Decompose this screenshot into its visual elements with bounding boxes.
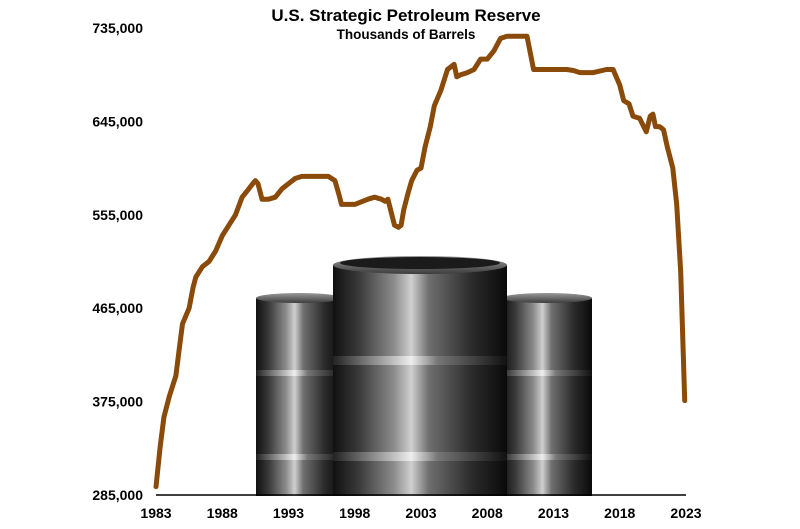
barrel-right xyxy=(502,293,592,496)
x-tick-label: 1988 xyxy=(207,505,238,521)
series-layer xyxy=(153,33,688,490)
chart-subtitle: Thousands of Barrels xyxy=(337,27,476,42)
y-tick-label: 285,000 xyxy=(92,487,143,503)
y-tick-label: 645,000 xyxy=(92,113,143,129)
y-tick-label: 735,000 xyxy=(92,20,143,36)
barrel-center xyxy=(333,256,507,496)
x-tick-labels: 1983 1988 1993 1998 2003 2008 2013 2018 2023 xyxy=(140,505,701,521)
y-tick-label: 555,000 xyxy=(92,207,143,223)
x-tick-label: 1998 xyxy=(339,505,370,521)
chart-title: U.S. Strategic Petroleum Reserve xyxy=(271,6,540,25)
x-tick-label: 1983 xyxy=(140,505,171,521)
x-tick-label: 2003 xyxy=(405,505,436,521)
series-line-0 xyxy=(153,33,688,490)
x-tick-label: 2008 xyxy=(472,505,503,521)
x-tick-label: 1993 xyxy=(273,505,304,521)
x-tick-label: 2013 xyxy=(538,505,569,521)
y-tick-labels: 285,000 375,000 465,000 555,000 645,000 735,0… xyxy=(92,20,143,503)
y-tick-label: 465,000 xyxy=(92,300,143,316)
x-tick-label: 2018 xyxy=(604,505,635,521)
y-tick-label: 375,000 xyxy=(92,394,143,410)
x-tick-label: 2023 xyxy=(670,505,701,521)
oil-barrels-illustration xyxy=(256,256,592,496)
barrel-left xyxy=(256,293,342,496)
